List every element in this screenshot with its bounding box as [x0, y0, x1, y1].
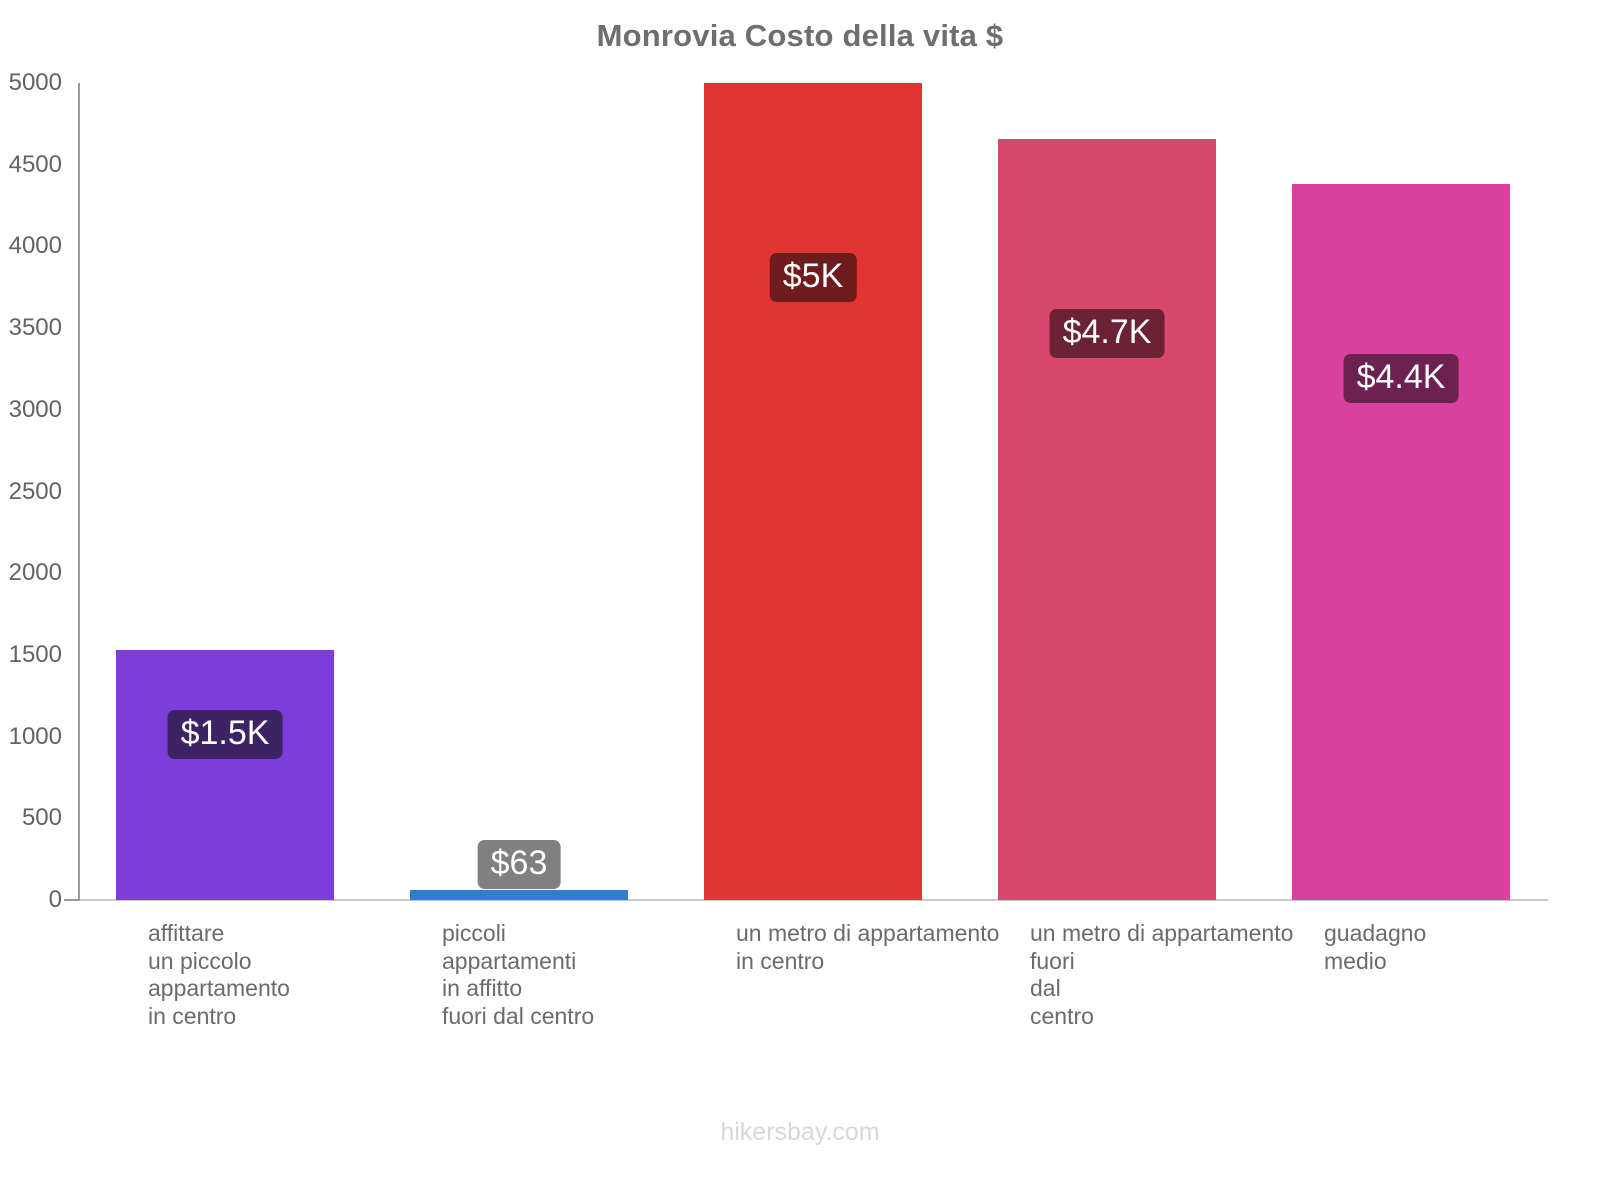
x-axis-category-label: un metro di appartamento in centro [736, 920, 1090, 975]
y-axis-tick-label: 1000 [8, 722, 62, 750]
x-axis-label-line: guadagno [1324, 920, 1427, 946]
bar-group[interactable]: $4.7K [998, 83, 1216, 900]
x-axis-label-line: in centro [148, 1002, 237, 1029]
x-axis-label-line: appartamenti [442, 947, 577, 974]
x-axis-label-line: affittare [148, 920, 225, 946]
bar-group[interactable]: $63 [410, 83, 628, 900]
bar-value-badge: $4.7K [1049, 308, 1165, 358]
bar-value-badge: $63 [477, 839, 561, 889]
x-axis-label-line: medio [1324, 947, 1387, 974]
bar-group[interactable]: $5K [704, 83, 922, 900]
bar-value-badge: $1.5K [167, 709, 283, 759]
x-axis-label-line: un metro di appartamento [1030, 920, 1294, 946]
y-axis-tick-label: 3500 [8, 314, 62, 342]
x-axis-label-line: appartamento [148, 975, 290, 1001]
x-axis-category-label: guadagno medio [1324, 920, 1600, 975]
x-axis-category-label: piccoli appartamenti in affitto fuori dal c… [442, 920, 796, 1030]
x-axis-label-line: fuori dal centro [442, 1002, 595, 1029]
bar-value-badge: $4.4K [1343, 354, 1459, 404]
y-axis-tick-label: 4000 [8, 232, 62, 260]
x-axis-label-line: un metro di appartamento [736, 920, 1000, 946]
y-axis-tick-label: 5000 [8, 69, 62, 96]
y-axis-tick-label: 1500 [8, 640, 62, 668]
page-title: Monrovia Costo della vita $ [596, 18, 1004, 53]
x-axis-category-label: un metro di appartamento fuori dal centro [1030, 920, 1384, 1030]
y-axis-tick-label: 0 [48, 886, 62, 913]
x-axis-label-line: in centro [736, 947, 825, 974]
y-axis-tick-label: 3000 [8, 395, 62, 423]
bar-rect[interactable] [998, 138, 1216, 900]
x-axis-line [78, 899, 1548, 901]
y-axis-line [78, 83, 80, 901]
y-axis-tick-label: 500 [21, 804, 62, 832]
x-axis-category-label: affittare un piccolo appartamento in centro [148, 920, 502, 1030]
x-axis-label-line: piccoli [442, 920, 506, 946]
bar-rect[interactable] [704, 83, 922, 900]
x-axis-label-line: in affitto [442, 975, 523, 1001]
bar-rect[interactable] [410, 889, 628, 900]
x-axis-label-line: centro [1030, 1002, 1094, 1029]
y-axis-tick-label: 2500 [8, 477, 62, 505]
bar-rect[interactable] [116, 650, 334, 900]
x-axis-label-line: un piccolo [148, 947, 252, 974]
bar-group[interactable]: $1.5K [116, 83, 334, 900]
watermark-footer: hikersbay.com [720, 1118, 880, 1146]
y-axis-tick-label: 2000 [8, 559, 62, 587]
bar-group[interactable]: $4.4K [1292, 83, 1510, 900]
y-axis-tick-mark [64, 899, 80, 901]
plot-area: $1.5K $63 $5K $4.7K $4.4K [78, 83, 1548, 900]
bar-rect[interactable] [1292, 184, 1510, 900]
y-axis-tick-label: 4500 [8, 150, 62, 178]
bar-value-badge: $5K [769, 253, 857, 302]
x-axis-label-line: fuori [1030, 947, 1075, 974]
x-axis-label-line: dal [1030, 975, 1061, 1001]
